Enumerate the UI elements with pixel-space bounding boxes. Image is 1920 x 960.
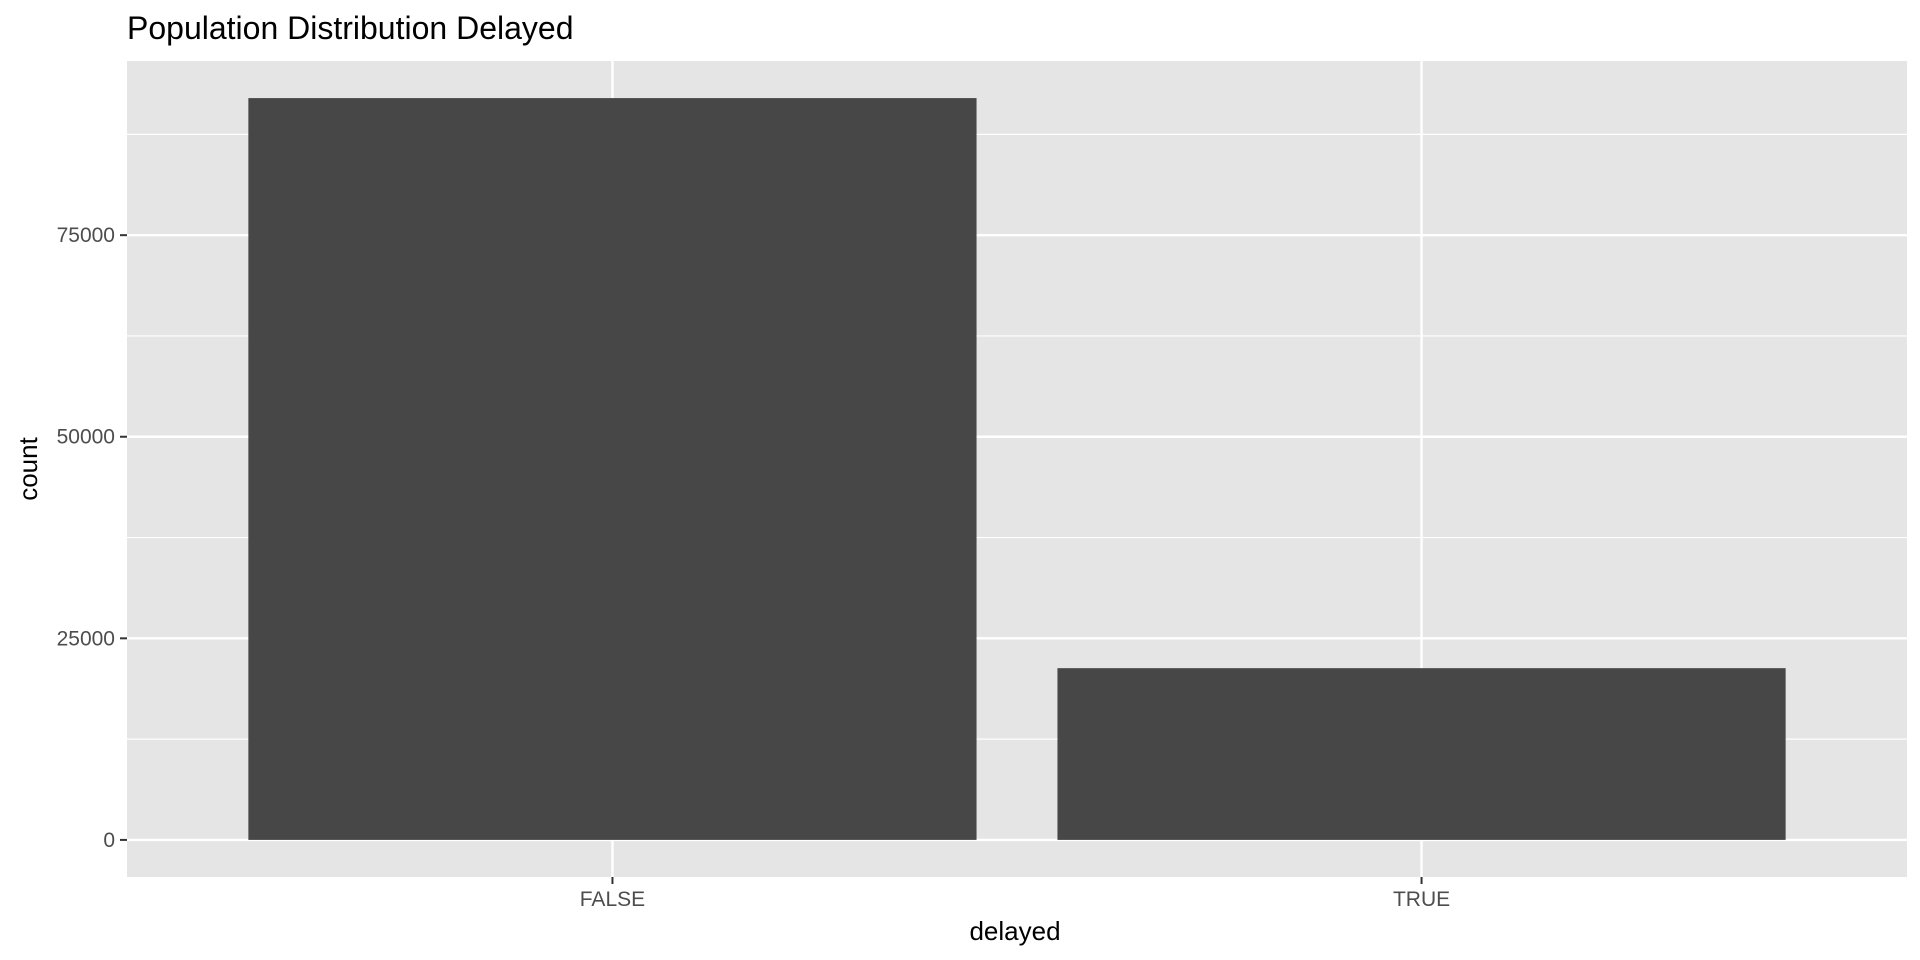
y-tick-label: 50000: [57, 426, 115, 449]
bar-false: [248, 98, 977, 840]
bars: [248, 98, 1786, 840]
x-tick-label: FALSE: [580, 888, 645, 911]
y-tick-label: 75000: [57, 224, 115, 247]
y-tick-label: 0: [103, 829, 115, 852]
x-axis-title: delayed: [969, 916, 1060, 946]
y-axis-title: count: [13, 436, 43, 500]
y-axis: 0 25000 50000 75000: [57, 224, 127, 852]
bar-true: [1057, 668, 1786, 840]
x-axis: FALSE TRUE: [580, 877, 1450, 911]
y-tick-label: 25000: [57, 627, 115, 650]
x-tick-label: TRUE: [1393, 888, 1450, 911]
chart-title: Population Distribution Delayed: [127, 10, 573, 46]
